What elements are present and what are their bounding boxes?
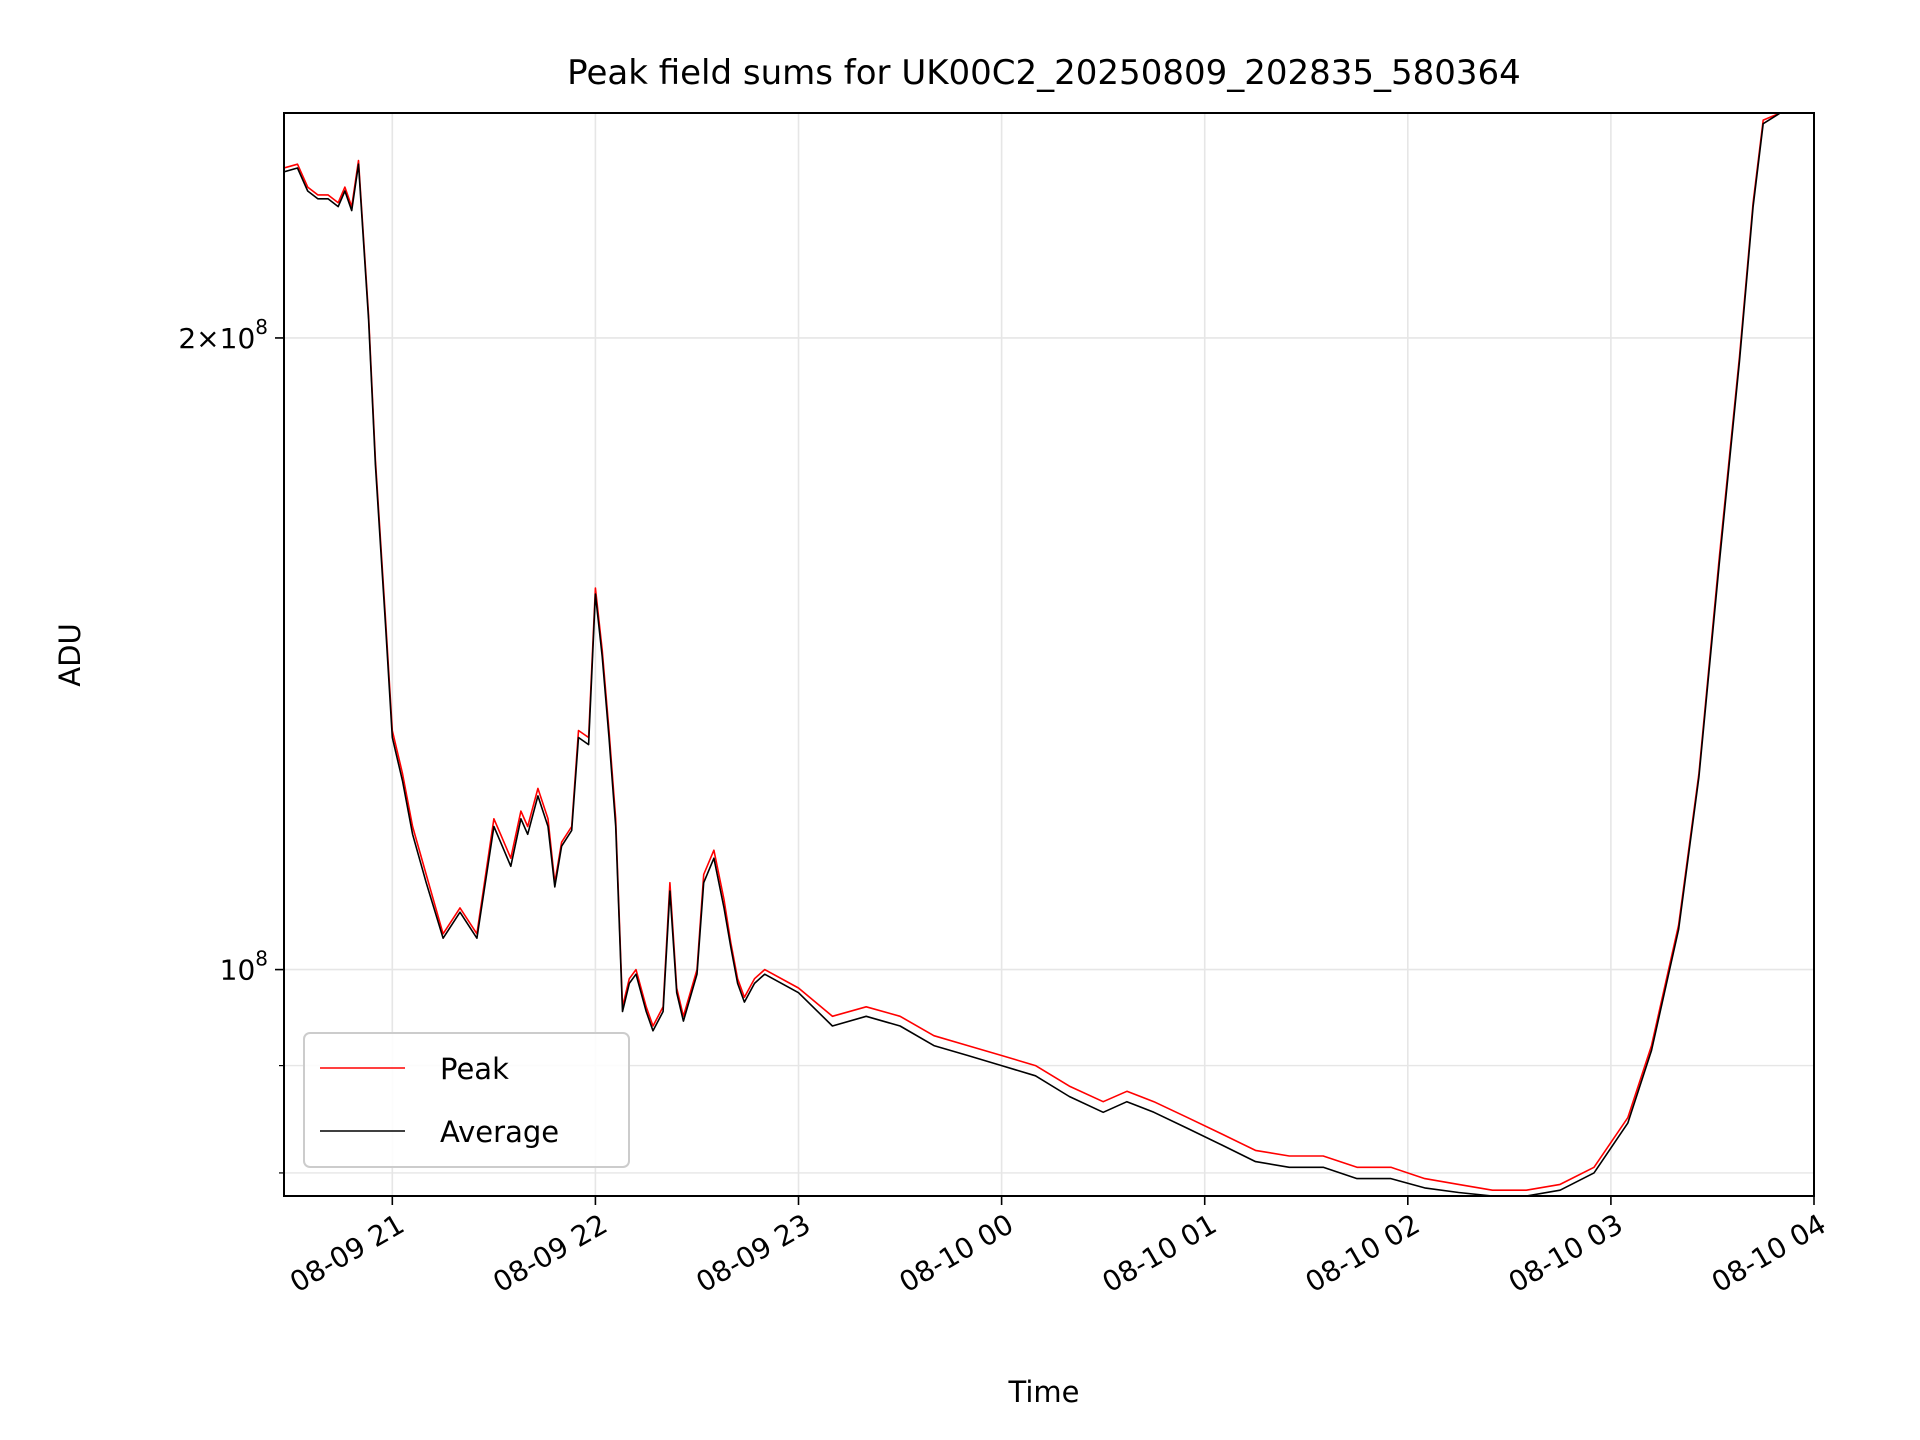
legend: Peak Average <box>303 1032 630 1168</box>
chart-title: Peak field sums for UK00C2_20250809_2028… <box>567 53 1521 93</box>
legend-box <box>303 1032 630 1168</box>
legend-label-average: Average <box>440 1115 559 1149</box>
plot-frame <box>283 112 1815 1197</box>
series-layer <box>284 113 1814 1196</box>
y-tick-label: 108 <box>220 947 268 987</box>
series-line-peak <box>284 113 1814 1191</box>
x-axis-label: Time <box>1008 1375 1080 1409</box>
y-axis-label: ADU <box>53 623 87 686</box>
legend-label-peak: Peak <box>440 1052 509 1086</box>
series-line-average <box>284 113 1814 1196</box>
y-tick-label: 2×108 <box>178 315 268 355</box>
